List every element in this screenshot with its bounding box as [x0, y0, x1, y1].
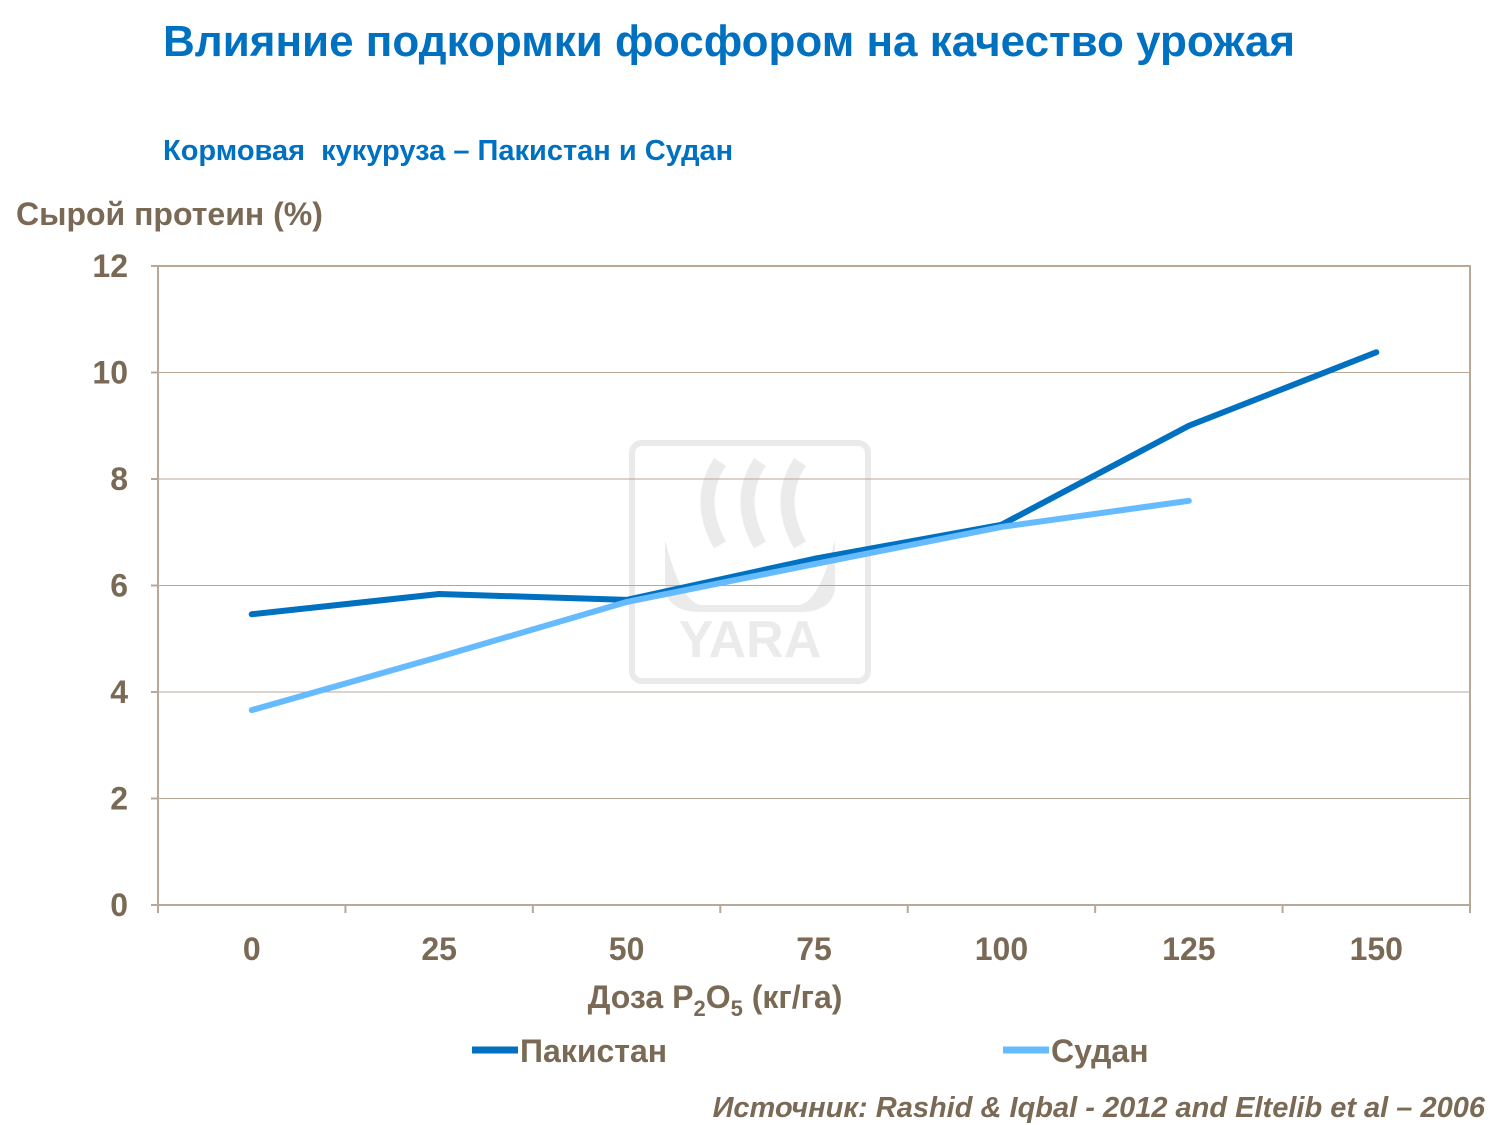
x-tick-label: 25	[421, 931, 457, 967]
x-tick-label: 150	[1350, 931, 1403, 967]
yara-logo-watermark: YARA	[629, 440, 871, 684]
plot-area-border	[157, 265, 1471, 906]
chart-title: Влияние подкормки фосфором на качество у…	[163, 17, 1296, 66]
x-tick-label: 0	[243, 931, 261, 967]
y-tick-label: 2	[110, 781, 128, 817]
y-tick-label: 8	[110, 461, 128, 497]
x-tick-label: 75	[796, 931, 832, 967]
chart-subtitle: Кормовая кукуруза – Пакистан и Судан	[163, 135, 734, 167]
y-tick-label: 10	[92, 355, 128, 391]
x-axis-label: Доза P2O5 (кг/га)	[588, 979, 843, 1021]
legend-label: Судан	[1051, 1033, 1149, 1069]
y-axis-label: Сырой протеин (%)	[16, 196, 323, 232]
source-note: Источник: Rashid & Iqbal - 2012 and Elte…	[712, 1092, 1485, 1124]
y-tick-label: 0	[110, 887, 128, 923]
legend-label: Пакистан	[520, 1033, 667, 1069]
y-tick-label: 12	[92, 248, 128, 284]
x-tick-label: 125	[1162, 931, 1215, 967]
y-tick-label: 4	[110, 674, 128, 710]
x-tick-label: 100	[975, 931, 1028, 967]
y-tick-label: 6	[110, 568, 128, 604]
series-line-pakistan	[248, 349, 1380, 618]
svg-text:YARA: YARA	[679, 611, 822, 669]
x-tick-label: 50	[609, 931, 645, 967]
series-line-sudan	[248, 497, 1192, 714]
